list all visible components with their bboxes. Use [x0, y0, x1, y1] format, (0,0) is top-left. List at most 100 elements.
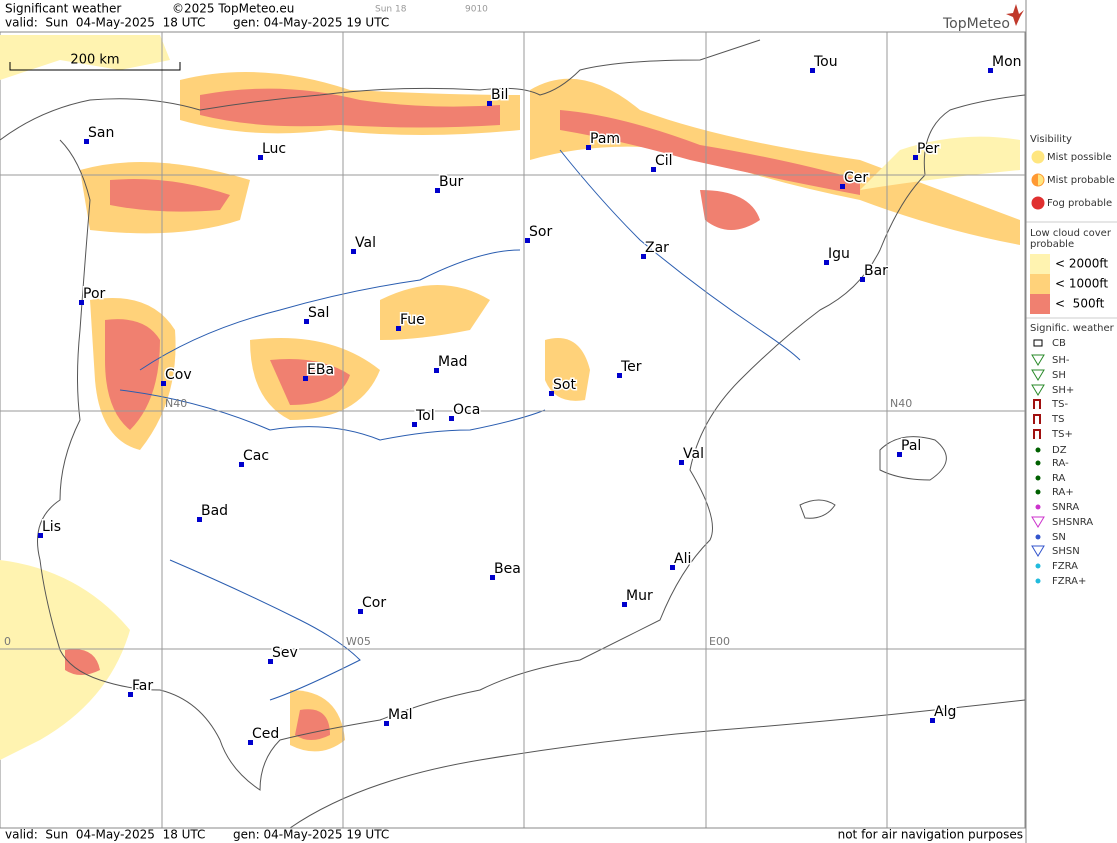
city-marker [396, 326, 401, 331]
river [559, 149, 801, 361]
coastline [0, 39, 761, 141]
city-label: Far [132, 678, 153, 694]
legend-icon [1035, 534, 1041, 540]
city-marker [268, 659, 273, 664]
city-marker [84, 139, 89, 144]
city-marker [988, 68, 993, 73]
legend-swatch [1030, 274, 1050, 294]
legend-item: < 2000ft [1055, 257, 1108, 271]
city-marker [860, 277, 865, 282]
grid-label: N40 [890, 397, 912, 410]
city-label: Oca [453, 402, 480, 418]
legend-item: FZRA+ [1052, 576, 1086, 587]
legend-icon [1031, 384, 1045, 396]
city-label: EBa [307, 362, 334, 378]
legend-swatch [1030, 254, 1050, 274]
city-marker [161, 381, 166, 386]
city-label: Bur [439, 174, 463, 190]
legend-title: Low cloud cover [1030, 228, 1112, 239]
city-label: Alg [934, 704, 956, 720]
city-marker [358, 609, 363, 614]
footer-note: not for air navigation purposes [838, 828, 1023, 842]
grid-label: E00 [709, 635, 730, 648]
city-label: Sor [529, 224, 552, 240]
city-marker [622, 602, 627, 607]
legend-item: Mist possible [1047, 152, 1112, 163]
legend-item: < 500ft [1055, 297, 1105, 311]
legend-icon [1035, 563, 1041, 569]
city-marker [303, 376, 308, 381]
city-marker [897, 452, 902, 457]
city-marker [449, 416, 454, 421]
city-label: Cac [243, 448, 269, 464]
city-label: Cer [844, 170, 868, 186]
legend-icon [1035, 475, 1041, 481]
city-label: Sev [272, 645, 298, 661]
legend-item: SN [1052, 532, 1066, 543]
map: N40 N40 W05 E00 0 200 km San Luc Bil Pam Cil… [0, 31, 1026, 829]
brand-logo [1006, 4, 1024, 26]
legend-item: CB [1052, 338, 1066, 349]
legend-item: RA [1052, 473, 1066, 484]
city-marker [487, 101, 492, 106]
city-label: Mur [626, 588, 653, 604]
city-marker [79, 300, 84, 305]
header-code: Sun 18 [375, 5, 407, 15]
legend-item: SNRA [1052, 502, 1079, 513]
city-label: Cil [655, 153, 673, 169]
legend-item: DZ [1052, 445, 1067, 456]
city-marker [435, 188, 440, 193]
legend: Visibility Mist possible Mist probable Fog … [1025, 0, 1117, 843]
city-label: Ter [620, 359, 642, 375]
city-marker [586, 145, 591, 150]
legend-item: Mist probable [1047, 175, 1115, 186]
city-label: Cor [362, 595, 386, 611]
city-marker [840, 184, 845, 189]
graticule [0, 32, 1025, 828]
city-label: San [88, 125, 114, 141]
city-marker [679, 460, 684, 465]
city-marker [351, 249, 356, 254]
coastline [289, 699, 1026, 829]
city-marker [248, 740, 253, 745]
legend-item: TS- [1051, 399, 1068, 410]
legend-item: < 1000ft [1055, 277, 1108, 291]
legend-item: SH [1052, 370, 1066, 381]
legend-item: SHSNRA [1052, 517, 1093, 528]
grid-label: W05 [346, 635, 371, 648]
header-code: 9010 [465, 5, 488, 15]
city-marker [38, 533, 43, 538]
city-label: Pam [590, 131, 620, 147]
legend-item: RA- [1052, 458, 1069, 469]
city-marker [258, 155, 263, 160]
city-label: Zar [645, 240, 669, 256]
legend-icon [1033, 339, 1043, 347]
legend-icon [1033, 429, 1041, 439]
city-marker [384, 721, 389, 726]
city-marker [913, 155, 918, 160]
city-label: Bad [201, 503, 228, 519]
city-marker [617, 373, 622, 378]
header-title: Significant weather [5, 2, 121, 16]
legend-title: Signific. weather [1030, 323, 1115, 334]
city-label: Pal [901, 438, 921, 454]
footer-valid: valid: Sun 04-May-2025 18 UTC [5, 828, 205, 842]
city-label: Bar [864, 263, 888, 279]
city-marker [824, 260, 829, 265]
river [119, 389, 546, 441]
legend-item: SH- [1052, 355, 1070, 366]
river [169, 559, 361, 701]
legend-icon [1031, 354, 1045, 366]
legend-item: SH+ [1052, 385, 1074, 396]
legend-title: probable [1030, 239, 1074, 250]
cities: San Luc Bil Pam Cil Tou Mon Per Cer Bur Val Sor Zar I… [38, 53, 1023, 745]
grid-label: 0 [4, 635, 11, 648]
city-label: Tol [415, 408, 435, 424]
legend-item: RA+ [1052, 487, 1074, 498]
city-marker [304, 319, 309, 324]
legend-icon [1033, 414, 1041, 424]
legend-icon [1035, 460, 1041, 466]
legend-icon [1031, 150, 1045, 164]
city-label: Mad [438, 354, 468, 370]
